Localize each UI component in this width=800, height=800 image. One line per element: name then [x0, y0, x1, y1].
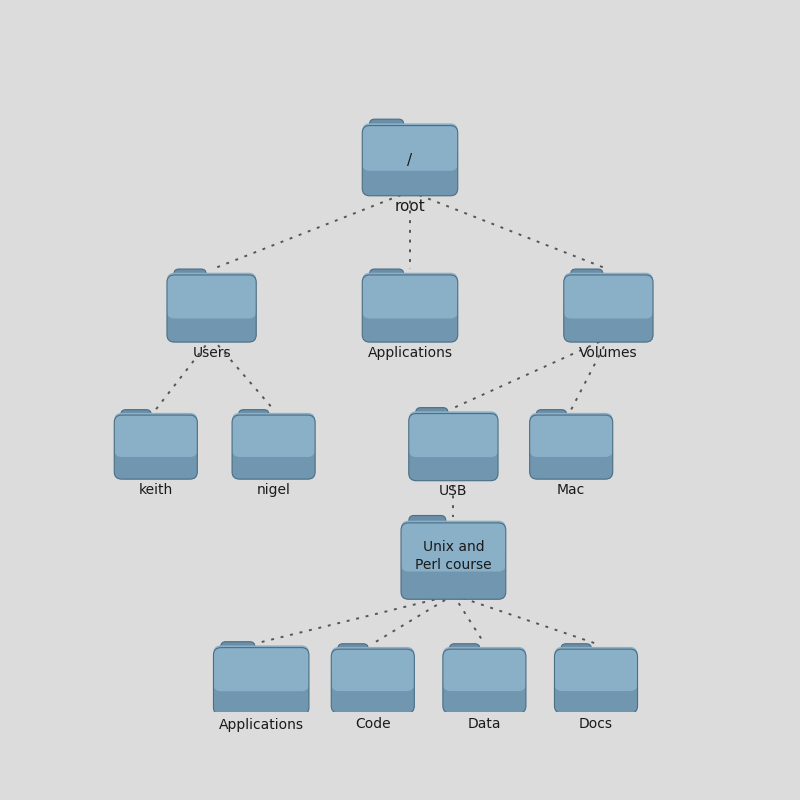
FancyBboxPatch shape	[564, 296, 653, 342]
FancyBboxPatch shape	[409, 435, 498, 481]
Text: Unix and
Perl course: Unix and Perl course	[415, 540, 492, 572]
FancyBboxPatch shape	[370, 269, 404, 288]
FancyBboxPatch shape	[450, 644, 480, 662]
FancyBboxPatch shape	[121, 410, 151, 428]
Text: /: /	[407, 153, 413, 168]
FancyBboxPatch shape	[331, 647, 414, 691]
FancyBboxPatch shape	[570, 282, 652, 342]
FancyBboxPatch shape	[220, 655, 308, 714]
FancyBboxPatch shape	[570, 269, 603, 288]
FancyBboxPatch shape	[370, 119, 404, 138]
FancyBboxPatch shape	[416, 408, 448, 426]
Text: Applications: Applications	[218, 718, 304, 733]
FancyBboxPatch shape	[407, 530, 505, 599]
FancyBboxPatch shape	[338, 657, 413, 714]
FancyBboxPatch shape	[238, 410, 269, 428]
FancyBboxPatch shape	[449, 657, 525, 714]
FancyBboxPatch shape	[114, 413, 198, 457]
FancyBboxPatch shape	[114, 435, 198, 479]
Text: Volumes: Volumes	[579, 346, 638, 360]
FancyBboxPatch shape	[214, 646, 309, 691]
FancyBboxPatch shape	[401, 550, 506, 599]
FancyBboxPatch shape	[232, 413, 315, 457]
Text: Code: Code	[355, 717, 390, 731]
FancyBboxPatch shape	[443, 647, 526, 691]
FancyBboxPatch shape	[536, 422, 611, 479]
FancyBboxPatch shape	[173, 282, 255, 342]
FancyBboxPatch shape	[232, 435, 315, 479]
FancyBboxPatch shape	[554, 669, 638, 714]
FancyBboxPatch shape	[167, 296, 256, 342]
FancyBboxPatch shape	[561, 644, 591, 662]
Text: Users: Users	[192, 346, 231, 360]
FancyBboxPatch shape	[331, 669, 414, 714]
Text: Applications: Applications	[367, 346, 453, 360]
FancyBboxPatch shape	[174, 269, 206, 288]
FancyBboxPatch shape	[415, 421, 497, 481]
FancyBboxPatch shape	[121, 422, 196, 479]
FancyBboxPatch shape	[536, 410, 566, 428]
Text: keith: keith	[138, 483, 173, 497]
FancyBboxPatch shape	[369, 282, 457, 342]
FancyBboxPatch shape	[221, 642, 255, 661]
FancyBboxPatch shape	[362, 149, 458, 196]
Text: nigel: nigel	[257, 483, 290, 497]
Text: root: root	[394, 199, 426, 214]
FancyBboxPatch shape	[362, 296, 458, 342]
FancyBboxPatch shape	[362, 123, 458, 171]
FancyBboxPatch shape	[401, 521, 506, 571]
FancyBboxPatch shape	[561, 657, 636, 714]
Text: Docs: Docs	[579, 717, 613, 731]
FancyBboxPatch shape	[167, 273, 256, 318]
FancyBboxPatch shape	[362, 273, 458, 318]
FancyBboxPatch shape	[409, 411, 498, 457]
FancyBboxPatch shape	[214, 669, 309, 714]
FancyBboxPatch shape	[338, 644, 368, 662]
Text: USB: USB	[439, 484, 468, 498]
FancyBboxPatch shape	[238, 422, 314, 479]
FancyBboxPatch shape	[443, 669, 526, 714]
FancyBboxPatch shape	[564, 273, 653, 318]
FancyBboxPatch shape	[530, 413, 613, 457]
Text: Mac: Mac	[557, 483, 586, 497]
FancyBboxPatch shape	[554, 647, 638, 691]
Text: Data: Data	[468, 717, 501, 731]
FancyBboxPatch shape	[530, 435, 613, 479]
FancyBboxPatch shape	[409, 515, 446, 536]
FancyBboxPatch shape	[369, 133, 457, 196]
